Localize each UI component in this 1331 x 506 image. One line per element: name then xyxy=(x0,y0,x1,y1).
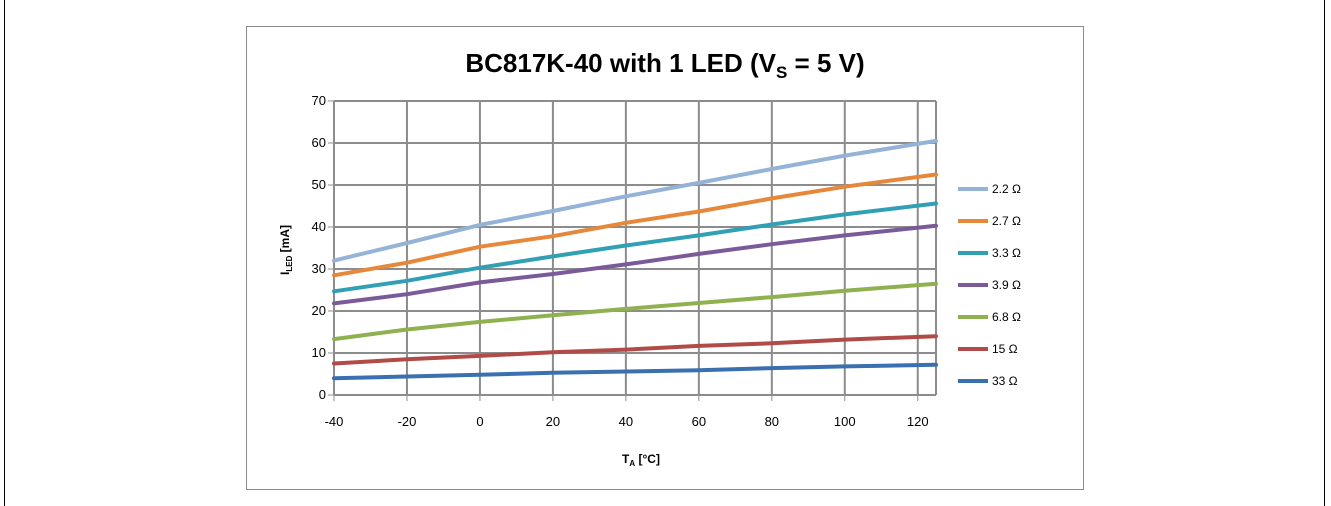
y-tick-label: 0 xyxy=(319,387,326,402)
legend-label: 2.7 Ω xyxy=(992,214,1021,228)
x-tick-label: 80 xyxy=(765,414,779,429)
series-line xyxy=(332,138,938,263)
series-line xyxy=(332,223,938,306)
x-tick-label: 0 xyxy=(476,414,483,429)
y-tick-label: 50 xyxy=(312,177,326,192)
series-lines xyxy=(332,138,938,381)
legend-label: 6.8 Ω xyxy=(992,310,1021,324)
x-tick-label: 120 xyxy=(907,414,929,429)
legend-label: 3.3 Ω xyxy=(992,246,1021,260)
x-tick-label: 60 xyxy=(692,414,706,429)
legend-label: 15 Ω xyxy=(992,342,1018,356)
y-tick-label: 40 xyxy=(312,219,326,234)
page-frame xyxy=(4,0,1325,506)
x-axis-label: TA [°C] xyxy=(622,452,660,468)
series-line xyxy=(332,201,938,294)
grid xyxy=(328,100,937,401)
legend-label: 3.9 Ω xyxy=(992,278,1021,292)
series-line xyxy=(332,172,938,278)
y-tick-label: 20 xyxy=(312,303,326,318)
y-axis-label: ILED [mA] xyxy=(278,225,294,275)
x-tick-label: 20 xyxy=(546,414,560,429)
legend-label: 2.2 Ω xyxy=(992,182,1021,196)
series-line xyxy=(332,334,938,366)
chart-title: BC817K-40 with 1 LED (VS = 5 V) xyxy=(465,48,864,82)
legend: 2.2 Ω 2.7 Ω 3.3 Ω 3.9 Ω 6.8 Ω 15 Ω 33 Ω xyxy=(958,182,1021,388)
y-tick-label: 60 xyxy=(312,135,326,150)
x-tick-label: 100 xyxy=(834,414,856,429)
x-tick-label: -40 xyxy=(325,414,344,429)
x-tick-label: -20 xyxy=(398,414,417,429)
series-line xyxy=(332,362,938,381)
y-tick-label: 70 xyxy=(312,93,326,108)
legend-label: 33 Ω xyxy=(992,374,1018,388)
x-tick-label: 40 xyxy=(619,414,633,429)
y-tick-label: 30 xyxy=(312,261,326,276)
tick-labels: 0 10 20 30 40 50 60 70 -40 -20 0 20 40 60 80 100 120 xyxy=(312,93,929,429)
y-tick-label: 10 xyxy=(312,345,326,360)
series-line xyxy=(332,281,938,342)
